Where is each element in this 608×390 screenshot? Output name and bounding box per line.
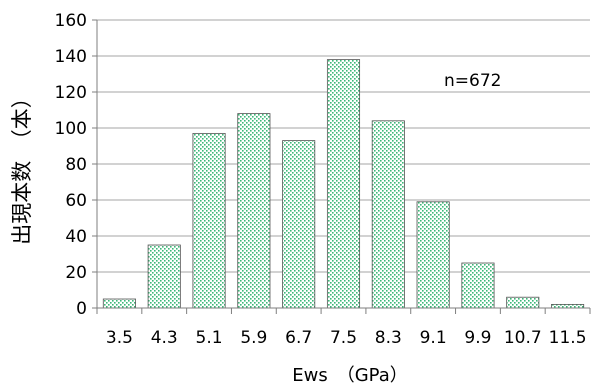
- x-tick-label: 5.1: [196, 328, 223, 348]
- bar-10.7: [506, 296, 540, 309]
- y-tick-label: 120: [55, 83, 87, 103]
- bar-5.1: [192, 132, 226, 309]
- y-axis-title: 出現本数 （本）: [10, 87, 34, 245]
- bar-9.9: [461, 262, 495, 309]
- x-tick-label: 4.3: [151, 328, 178, 348]
- x-axis-title: Ews （GPa）: [292, 365, 408, 386]
- x-tick-label: 10.7: [504, 328, 542, 348]
- x-tick-label: 9.9: [464, 328, 491, 348]
- x-tick-label: 3.5: [106, 328, 133, 348]
- x-tick-label: 11.5: [549, 328, 587, 348]
- y-tick-label: 160: [55, 11, 87, 31]
- bar-9.1: [416, 201, 450, 309]
- bar-5.9: [237, 113, 271, 309]
- y-tick-label: 40: [65, 227, 87, 247]
- y-tick-label: 20: [65, 263, 87, 283]
- x-tick-label: 5.9: [240, 328, 267, 348]
- x-tick-label: 8.3: [375, 328, 402, 348]
- x-tick-label: 6.7: [285, 328, 312, 348]
- y-tick-label: 0: [76, 299, 87, 319]
- bar-4.3: [147, 244, 181, 309]
- y-tick-label: 60: [65, 191, 87, 211]
- bar-6.7: [282, 140, 316, 309]
- y-tick-label: 80: [65, 155, 87, 175]
- x-tick-label: 9.1: [420, 328, 447, 348]
- x-tick-label: 7.5: [330, 328, 357, 348]
- bar-7.5: [326, 59, 361, 309]
- y-tick-labels: 0 20 40 60 80 100 120 140 160: [55, 11, 87, 319]
- bars: [102, 59, 585, 309]
- x-tick-labels: 3.5 4.3 5.1 5.9 6.7 7.5 8.3 9.1 9.9 10.7 11.5: [106, 328, 587, 348]
- y-tick-label: 100: [55, 119, 87, 139]
- y-tick-label: 140: [55, 47, 87, 67]
- bar-11.5: [551, 303, 585, 309]
- axes: [96, 20, 591, 314]
- annotation-n: n=672: [444, 71, 501, 91]
- bar-3.5: [102, 298, 136, 309]
- bar-8.3: [371, 120, 405, 309]
